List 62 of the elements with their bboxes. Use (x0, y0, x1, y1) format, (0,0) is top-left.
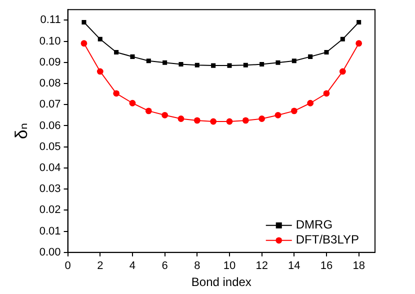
point (129, 100, 136, 106)
point (339, 68, 346, 75)
point (323, 90, 330, 97)
legend-label: DFT/B3LYP (296, 232, 360, 247)
point (242, 117, 249, 124)
y-tick-label: 0.07 (39, 98, 61, 111)
point (146, 58, 151, 64)
y-tick-label: 0.00 (39, 246, 61, 258)
point (114, 50, 119, 55)
point (276, 60, 280, 65)
point (98, 36, 102, 42)
point (340, 36, 345, 42)
point (113, 90, 120, 97)
point (194, 62, 200, 68)
point (210, 118, 217, 125)
point (227, 63, 232, 68)
point (290, 108, 298, 114)
y-axis-title: δₙ (12, 122, 31, 140)
point (307, 100, 314, 106)
point (162, 112, 168, 118)
point (130, 54, 135, 59)
point (80, 40, 88, 47)
point (145, 108, 152, 114)
x-tick-label: 10 (223, 260, 236, 272)
x-tick-label: 14 (288, 260, 300, 272)
x-axis-title: Bond index (191, 275, 252, 290)
point (324, 50, 329, 55)
y-tick-label: 0.03 (39, 183, 61, 196)
point (178, 116, 184, 122)
y-tick-label: 0.09 (39, 56, 61, 68)
x-tick-label: 4 (129, 260, 136, 272)
point (260, 62, 264, 67)
point (226, 118, 233, 125)
y-tick-label: 0.10 (39, 35, 61, 48)
point (258, 116, 266, 122)
x-tick-label: 12 (256, 260, 268, 272)
point (356, 20, 362, 25)
point (356, 40, 362, 47)
point (274, 112, 282, 118)
point (292, 58, 296, 64)
point (211, 63, 216, 68)
point (82, 20, 86, 25)
x-tick-label: 16 (320, 260, 333, 272)
y-tick-label: 0.11 (40, 14, 61, 26)
point (243, 62, 248, 68)
y-tick-label: 0.04 (39, 162, 61, 174)
x-tick-label: 6 (162, 260, 168, 272)
legend-label: DMRG (296, 218, 333, 232)
x-tick-label: 8 (194, 260, 200, 272)
point (308, 54, 313, 59)
point (96, 68, 104, 75)
point (178, 62, 184, 67)
x-tick-label: 2 (97, 260, 104, 272)
y-tick-label: 0.05 (39, 140, 61, 153)
y-tick-label: 0.06 (39, 120, 61, 132)
point (194, 117, 200, 124)
point (162, 60, 168, 65)
y-tick-label: 0.02 (39, 204, 61, 216)
y-tick-label: 0.08 (39, 78, 61, 90)
x-tick-label: 0 (64, 260, 71, 272)
x-tick-label: 18 (352, 260, 365, 272)
y-tick-label: 0.01 (39, 225, 61, 238)
